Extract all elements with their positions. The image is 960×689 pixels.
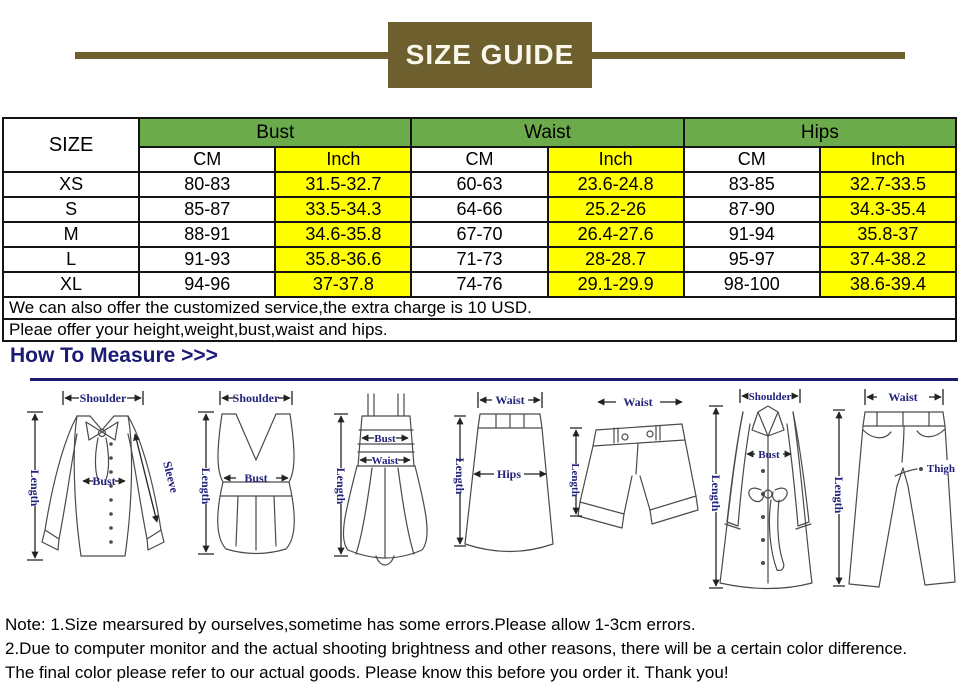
note-line-1: Note: 1.Size mearsured by ourselves,some…	[5, 615, 696, 634]
skirt-waist-label: Waist	[495, 393, 524, 407]
skirt-hips-label: Hips	[497, 467, 521, 481]
tank-bust-label: Bust	[244, 471, 267, 485]
bust-inch-cell: 35.8-36.6	[274, 246, 413, 273]
bust-inch-cell: 37-37.8	[274, 271, 413, 298]
jeans-thigh-label: Thigh	[927, 463, 955, 475]
hips-inch-cell: 38.6-39.4	[818, 271, 958, 298]
table-row-l: L 91-93 35.8-36.6 71-73 28-28.7 95-97 37…	[1, 246, 958, 273]
waist-cm-cell: 60-63	[410, 171, 549, 198]
waist-cm-cell: 64-66	[410, 196, 549, 223]
note-line-3: The final color please refer to our actu…	[5, 663, 729, 682]
blouse-sleeve-label: Sleeve	[160, 460, 181, 495]
size-cell: M	[1, 221, 141, 248]
waist-inch-cell: 25.2-26	[546, 196, 685, 223]
shorts-length-label: Length	[569, 463, 581, 497]
hips-cm-cell: 91-94	[682, 221, 821, 248]
blouse-bust-label: Bust	[92, 474, 115, 488]
bust-inch-cell: 34.6-35.8	[274, 221, 413, 248]
size-cell: XS	[1, 171, 141, 198]
tank-shoulder-label: Shoulder	[233, 391, 280, 405]
tank-length-label: Length	[199, 468, 213, 505]
footer-notes: Note: 1.Size mearsured by ourselves,some…	[5, 613, 955, 685]
table-row-m: M 88-91 34.6-35.8 67-70 26.4-27.6 91-94 …	[1, 221, 958, 248]
hips-cm-cell: 95-97	[682, 246, 821, 273]
waist-group-header: Waist	[410, 117, 685, 148]
bust-cm-cell: 80-83	[138, 171, 277, 198]
size-column-header: SIZE	[1, 117, 141, 173]
hips-cm-header: CM	[682, 146, 821, 173]
dress-length-label: Length	[334, 468, 348, 505]
size-guide-banner: SIZE GUIDE	[388, 22, 592, 88]
skirt-length-label: Length	[453, 458, 467, 495]
coat-figure: Shoulder Length Bust	[709, 389, 813, 590]
bust-cm-header: CM	[138, 146, 277, 173]
how-to-measure-divider	[30, 378, 958, 381]
waist-cm-cell: 71-73	[410, 246, 549, 273]
bust-cm-cell: 88-91	[138, 221, 277, 248]
custom-service-note: We can also offer the customized service…	[2, 296, 957, 320]
size-cell: XL	[1, 271, 141, 298]
waist-inch-cell: 28-28.7	[546, 246, 685, 273]
jeans-figure: Waist Thigh Length	[832, 389, 959, 588]
hips-group-header: Hips	[682, 117, 958, 148]
how-to-measure-title: How To Measure >>>	[10, 344, 218, 367]
skirt-figure: Waist Hips Length	[453, 392, 554, 553]
bust-inch-cell: 33.5-34.3	[274, 196, 413, 223]
bust-group-header: Bust	[138, 117, 413, 148]
bust-cm-cell: 85-87	[138, 196, 277, 223]
waist-cm-header: CM	[410, 146, 549, 173]
hips-cm-cell: 98-100	[682, 271, 821, 298]
size-table: SIZE Bust Waist Hips CM Inch CM Inch CM …	[1, 117, 958, 342]
note-line-2: 2.Due to computer monitor and the actual…	[5, 639, 908, 658]
hips-inch-header: Inch	[818, 146, 958, 173]
waist-inch-header: Inch	[546, 146, 685, 173]
dress-bust-label: Bust	[374, 433, 396, 445]
table-row-xl: XL 94-96 37-37.8 74-76 29.1-29.9 98-100 …	[1, 271, 958, 298]
waist-cm-cell: 67-70	[410, 221, 549, 248]
blouse-shoulder-label: Shoulder	[80, 391, 127, 405]
hips-cm-cell: 83-85	[682, 171, 821, 198]
blouse-figure: Shoulder Length Bust Sleeve	[27, 391, 182, 561]
jeans-waist-label: Waist	[888, 390, 917, 404]
bust-inch-cell: 31.5-32.7	[274, 171, 413, 198]
waist-inch-cell: 23.6-24.8	[546, 171, 685, 198]
bust-cm-cell: 91-93	[138, 246, 277, 273]
hips-inch-cell: 34.3-35.4	[818, 196, 958, 223]
tank-top-figure: Shoulder Length Bust	[198, 391, 295, 555]
waist-cm-cell: 74-76	[410, 271, 549, 298]
hips-inch-cell: 35.8-37	[818, 221, 958, 248]
coat-length-label: Length	[709, 475, 723, 512]
coat-shoulder-label: Shoulder	[749, 391, 792, 403]
hips-cm-cell: 87-90	[682, 196, 821, 223]
page-title: SIZE GUIDE	[405, 39, 575, 70]
size-cell: L	[1, 246, 141, 273]
size-cell: S	[1, 196, 141, 223]
dress-waist-label: Waist	[372, 455, 399, 467]
shorts-waist-label: Waist	[623, 395, 652, 409]
bust-cm-cell: 94-96	[138, 271, 277, 298]
waist-inch-cell: 29.1-29.9	[546, 271, 685, 298]
jeans-length-label: Length	[832, 477, 846, 514]
table-row-s: S 85-87 33.5-34.3 64-66 25.2-26 87-90 34…	[1, 196, 958, 223]
coat-bust-label: Bust	[758, 449, 780, 461]
shorts-figure: Waist Length	[569, 395, 699, 529]
hips-inch-cell: 37.4-38.2	[818, 246, 958, 273]
blouse-length-label: Length	[28, 470, 42, 507]
bust-inch-header: Inch	[274, 146, 413, 173]
waist-inch-cell: 26.4-27.6	[546, 221, 685, 248]
table-row-xs: XS 80-83 31.5-32.7 60-63 23.6-24.8 83-85…	[1, 171, 958, 198]
measure-figures: Shoulder Length Bust Sleeve	[0, 386, 960, 612]
measurements-request-note: Pleae offer your height,weight,bust,wais…	[2, 318, 957, 342]
hips-inch-cell: 32.7-33.5	[818, 171, 958, 198]
dress-figure: Bust Waist Length	[334, 393, 428, 566]
